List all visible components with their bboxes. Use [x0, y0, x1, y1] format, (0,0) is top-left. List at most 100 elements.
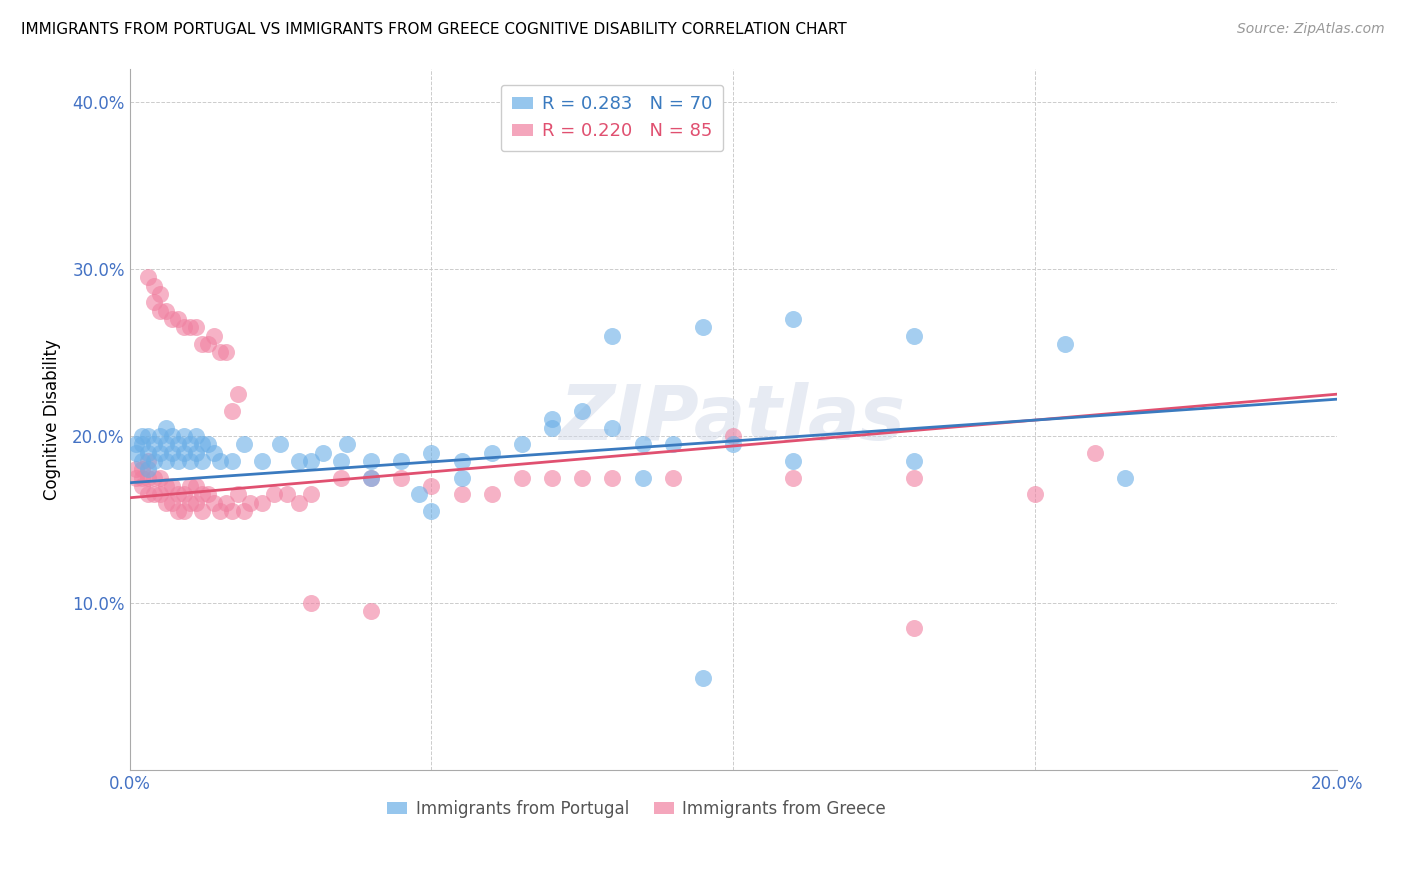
Point	[287, 496, 309, 510]
Text: ZIPatlas: ZIPatlas	[560, 383, 905, 457]
Point	[191, 504, 214, 518]
Point	[299, 487, 322, 501]
Point	[215, 496, 238, 510]
Point	[184, 320, 207, 334]
Point	[692, 671, 714, 685]
Point	[149, 429, 172, 443]
Point	[184, 429, 207, 443]
Point	[202, 328, 225, 343]
Point	[336, 437, 359, 451]
Point	[173, 445, 195, 459]
Point	[136, 471, 159, 485]
Point	[179, 437, 201, 451]
Point	[124, 462, 146, 476]
Point	[167, 487, 190, 501]
Point	[155, 420, 177, 434]
Point	[233, 504, 256, 518]
Point	[226, 387, 249, 401]
Point	[167, 437, 190, 451]
Point	[167, 504, 190, 518]
Point	[631, 471, 654, 485]
Point	[450, 471, 472, 485]
Point	[155, 454, 177, 468]
Point	[209, 454, 232, 468]
Point	[389, 454, 412, 468]
Point	[903, 328, 925, 343]
Point	[184, 445, 207, 459]
Point	[142, 471, 165, 485]
Point	[252, 454, 274, 468]
Point	[155, 437, 177, 451]
Point	[571, 471, 593, 485]
Point	[602, 420, 624, 434]
Point	[450, 487, 472, 501]
Point	[179, 454, 201, 468]
Point	[420, 479, 443, 493]
Point	[903, 471, 925, 485]
Point	[1084, 445, 1107, 459]
Point	[173, 320, 195, 334]
Point	[329, 471, 352, 485]
Point	[420, 504, 443, 518]
Point	[131, 471, 153, 485]
Point	[541, 412, 564, 426]
Point	[202, 496, 225, 510]
Point	[221, 454, 243, 468]
Point	[252, 496, 274, 510]
Point	[142, 278, 165, 293]
Point	[167, 454, 190, 468]
Point	[173, 487, 195, 501]
Point	[360, 604, 382, 618]
Point	[481, 445, 503, 459]
Point	[450, 454, 472, 468]
Point	[287, 454, 309, 468]
Point	[408, 487, 430, 501]
Point	[541, 471, 564, 485]
Point	[692, 320, 714, 334]
Point	[1114, 471, 1136, 485]
Point	[179, 496, 201, 510]
Y-axis label: Cognitive Disability: Cognitive Disability	[44, 339, 60, 500]
Point	[131, 454, 153, 468]
Point	[360, 471, 382, 485]
Point	[602, 328, 624, 343]
Point	[142, 454, 165, 468]
Point	[226, 487, 249, 501]
Point	[1024, 487, 1046, 501]
Point	[202, 445, 225, 459]
Point	[142, 437, 165, 451]
Point	[136, 454, 159, 468]
Point	[136, 462, 159, 476]
Point	[903, 454, 925, 468]
Point	[136, 487, 159, 501]
Point	[215, 345, 238, 359]
Point	[124, 471, 146, 485]
Point	[149, 471, 172, 485]
Point	[160, 445, 183, 459]
Point	[149, 303, 172, 318]
Point	[197, 487, 219, 501]
Point	[155, 303, 177, 318]
Point	[167, 312, 190, 326]
Point	[782, 312, 804, 326]
Point	[571, 404, 593, 418]
Point	[173, 429, 195, 443]
Point	[136, 270, 159, 285]
Point	[160, 429, 183, 443]
Point	[131, 429, 153, 443]
Point	[179, 479, 201, 493]
Point	[420, 445, 443, 459]
Point	[155, 479, 177, 493]
Point	[131, 462, 153, 476]
Point	[124, 437, 146, 451]
Point	[191, 487, 214, 501]
Point	[360, 454, 382, 468]
Point	[160, 496, 183, 510]
Point	[721, 429, 744, 443]
Point	[197, 337, 219, 351]
Point	[1054, 337, 1077, 351]
Point	[136, 445, 159, 459]
Point	[782, 454, 804, 468]
Point	[299, 454, 322, 468]
Point	[136, 429, 159, 443]
